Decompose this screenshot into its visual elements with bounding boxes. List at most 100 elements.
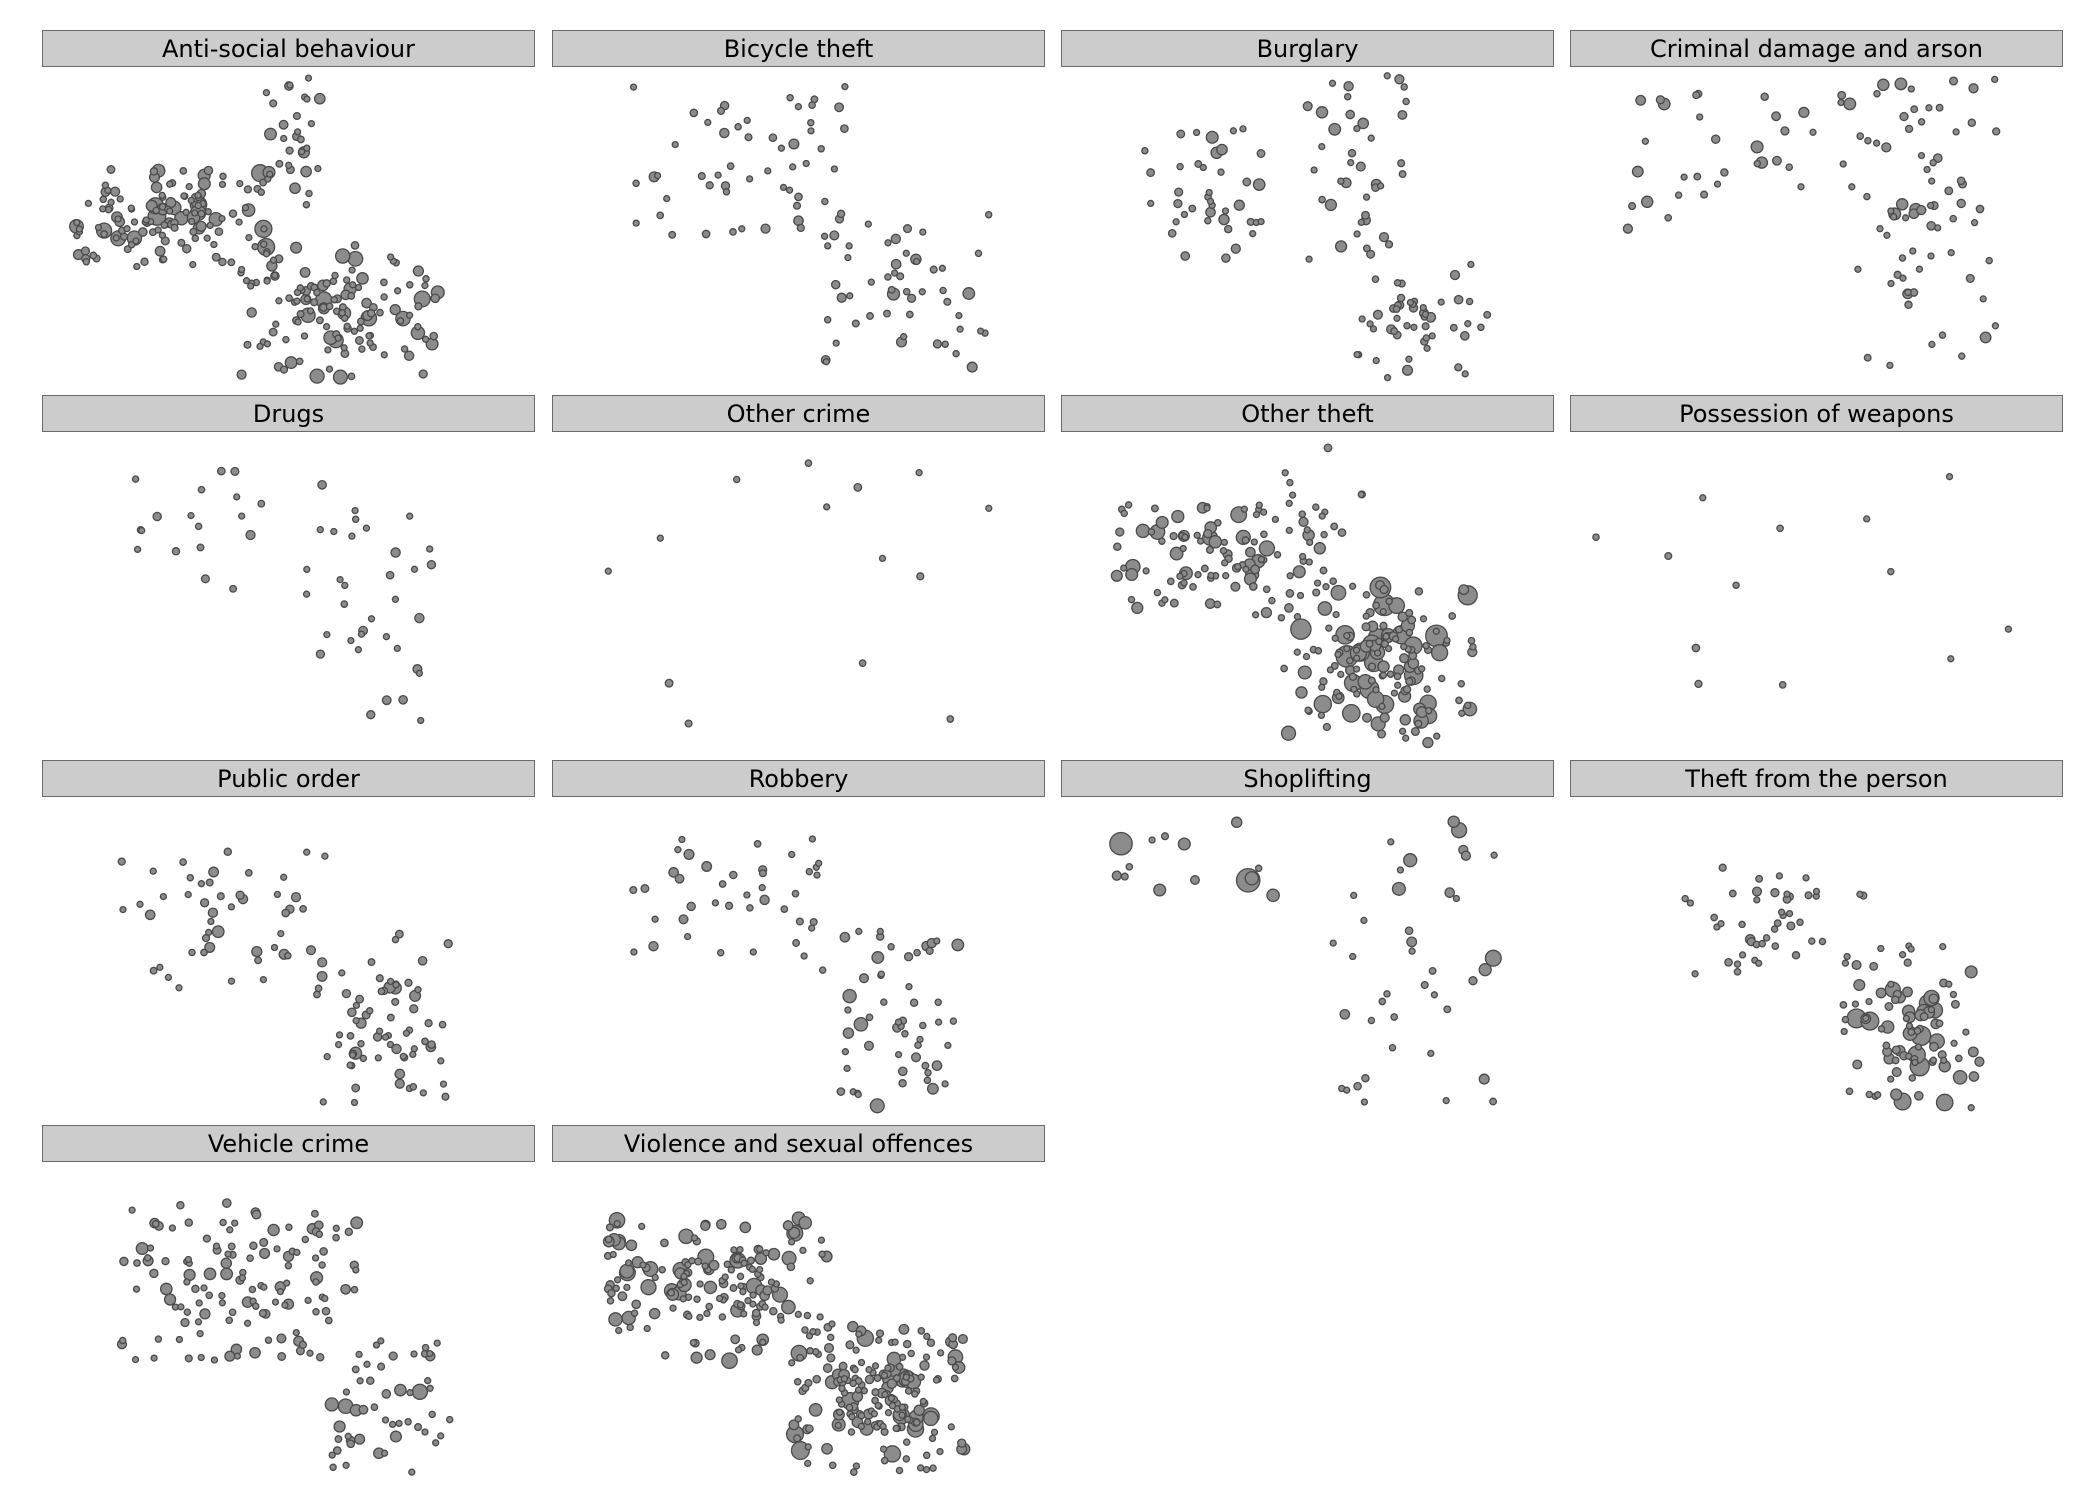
- facet-label: Vehicle crime: [207, 1129, 370, 1158]
- crime-point: [128, 1206, 136, 1214]
- crime-point: [1385, 597, 1393, 606]
- crime-point: [1464, 320, 1472, 328]
- crime-point: [1328, 122, 1342, 136]
- crime-point: [1841, 1015, 1850, 1024]
- crime-point: [386, 1040, 395, 1049]
- crime-point: [1655, 95, 1666, 105]
- crime-point: [281, 908, 291, 918]
- crime-point: [922, 1353, 931, 1361]
- crime-point: [302, 590, 311, 598]
- crime-point: [768, 133, 778, 143]
- crime-point: [314, 984, 323, 993]
- facet-label: Possession of weapons: [1679, 399, 1954, 428]
- crime-point: [342, 1388, 351, 1396]
- crime-point: [149, 966, 158, 975]
- crime-point: [849, 1468, 858, 1476]
- crime-point: [1839, 1001, 1848, 1009]
- crime-point: [892, 1424, 900, 1433]
- crime-point: [1302, 652, 1311, 661]
- crime-point: [759, 1338, 767, 1346]
- crime-point: [604, 1235, 613, 1244]
- facet-label: Criminal damage and arson: [1650, 34, 1983, 63]
- crime-point: [310, 298, 319, 307]
- crime-point: [944, 1041, 952, 1050]
- crime-point: [206, 221, 214, 230]
- crime-point: [75, 225, 84, 233]
- crime-point: [1367, 1016, 1376, 1025]
- crime-point: [1484, 949, 1502, 967]
- crime-point: [852, 1346, 860, 1354]
- crime-point: [306, 307, 315, 315]
- crime-point: [303, 295, 311, 303]
- crime-point: [285, 161, 293, 169]
- crime-point: [1944, 186, 1954, 196]
- facet-label: Robbery: [748, 764, 849, 793]
- crime-point: [180, 1317, 190, 1328]
- facet-strip: Anti-social behaviour: [42, 30, 535, 67]
- crime-point: [1877, 944, 1885, 953]
- crime-point: [1776, 524, 1784, 533]
- crime-point: [680, 1272, 688, 1281]
- crime-point: [629, 885, 638, 895]
- crime-point: [433, 1339, 441, 1347]
- crime-point: [874, 1401, 882, 1410]
- crime-point: [777, 144, 786, 152]
- crime-point: [296, 284, 304, 292]
- crime-point: [131, 1355, 140, 1364]
- crime-point: [693, 1295, 701, 1303]
- crime-point: [1664, 213, 1673, 222]
- crime-point: [220, 1257, 233, 1269]
- crime-point: [238, 1274, 247, 1282]
- crime-point: [842, 1027, 855, 1039]
- crime-point: [1234, 562, 1242, 571]
- crime-point: [226, 1226, 234, 1234]
- crime-point: [203, 234, 211, 242]
- crime-point: [910, 1052, 922, 1063]
- crime-point: [1188, 204, 1197, 213]
- crime-point: [1125, 567, 1139, 582]
- crime-point: [1375, 637, 1383, 646]
- crime-point: [749, 1300, 757, 1308]
- crime-point: [674, 873, 685, 884]
- crime-point: [395, 1419, 403, 1428]
- crime-point: [701, 1262, 709, 1270]
- crime-point: [934, 998, 942, 1007]
- crime-point: [1928, 177, 1936, 185]
- crime-point: [613, 1276, 622, 1284]
- crime-point: [260, 225, 268, 233]
- crime-point: [1680, 173, 1688, 181]
- crime-point: [880, 1371, 889, 1380]
- crime-point: [871, 1362, 880, 1370]
- crime-point: [820, 232, 829, 240]
- crime-point: [351, 1365, 360, 1374]
- crime-point: [318, 1261, 326, 1269]
- crime-point: [342, 276, 351, 284]
- crime-point: [890, 258, 902, 270]
- crime-point: [1899, 274, 1907, 282]
- crime-point: [1862, 1014, 1870, 1022]
- crime-point: [159, 255, 168, 264]
- crime-point: [1753, 896, 1761, 904]
- crime-point: [746, 904, 754, 912]
- facet-label: Public order: [217, 764, 360, 793]
- crime-point: [632, 219, 640, 227]
- crime-point: [836, 209, 846, 219]
- crime-point: [926, 1082, 939, 1095]
- crime-point: [289, 182, 301, 195]
- crime-point: [374, 1054, 382, 1062]
- crime-point: [160, 221, 169, 229]
- crime-point: [164, 973, 173, 982]
- crime-point: [216, 892, 225, 901]
- crime-point: [805, 1424, 814, 1434]
- crime-point: [426, 1349, 434, 1358]
- crime-point: [184, 1255, 193, 1264]
- crime-point: [1142, 567, 1150, 575]
- crime-point: [1925, 104, 1933, 112]
- crime-point: [409, 1050, 417, 1059]
- crime-point: [1635, 94, 1647, 106]
- crime-point: [1459, 330, 1470, 341]
- crime-point: [835, 1396, 843, 1404]
- crime-point: [237, 265, 246, 274]
- crime-point: [154, 1335, 163, 1343]
- crime-point: [258, 1309, 268, 1318]
